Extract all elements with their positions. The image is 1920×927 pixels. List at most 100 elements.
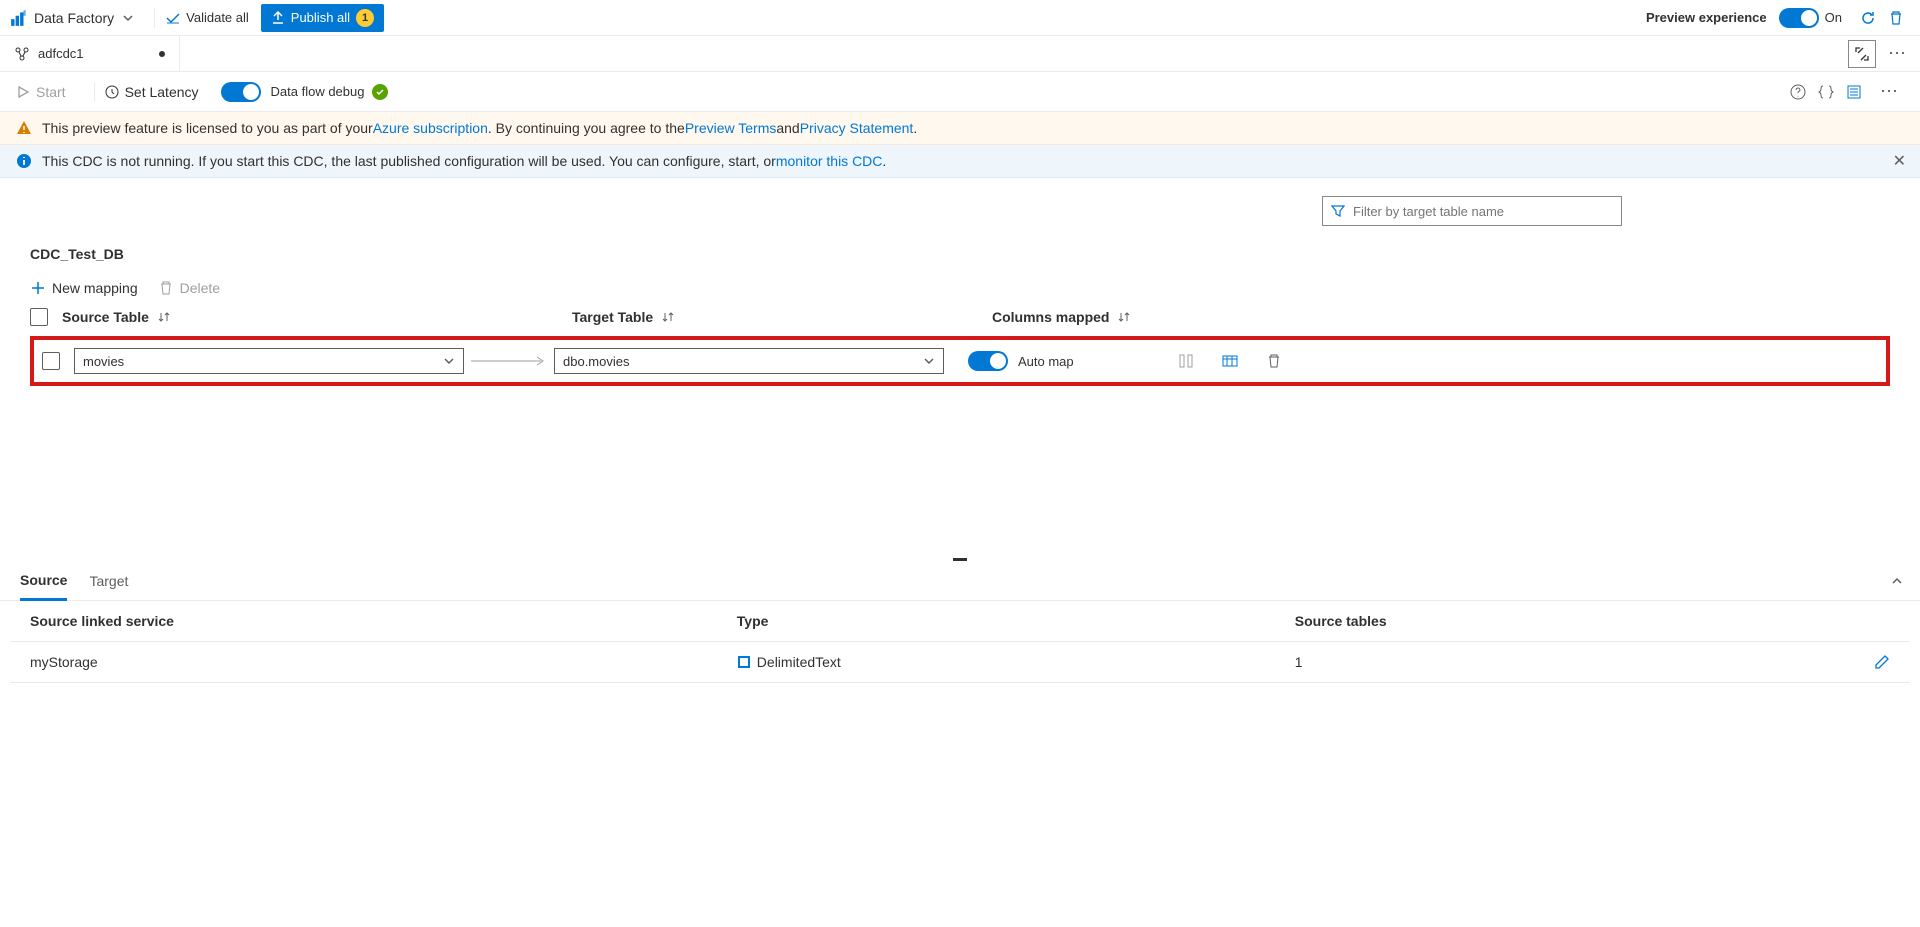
mapping-row: movies dbo.movies Auto map: [30, 336, 1890, 386]
play-icon: [16, 85, 30, 99]
braces-icon[interactable]: [1818, 84, 1834, 100]
info-icon: [16, 153, 32, 169]
new-mapping-button[interactable]: New mapping: [30, 280, 138, 296]
info-text-end: .: [882, 153, 886, 169]
mapping-header: Source Table Target Table Columns mapped: [30, 308, 1890, 326]
publish-label: Publish all: [291, 10, 350, 25]
azure-subscription-link[interactable]: Azure subscription: [373, 120, 488, 136]
header-linked-service: Source linked service: [30, 613, 737, 629]
collapse-panel-icon[interactable]: [1890, 574, 1904, 588]
database-title: CDC_Test_DB: [30, 246, 1890, 262]
preview-experience-label: Preview experience: [1646, 10, 1767, 25]
columns-mapped-header: Columns mapped: [992, 309, 1109, 325]
filter-icon: [1331, 204, 1345, 218]
target-table-dropdown[interactable]: dbo.movies: [554, 348, 944, 374]
debug-toggle[interactable]: [221, 82, 261, 102]
info-text: This CDC is not running. If you start th…: [42, 153, 776, 169]
collapse-button[interactable]: [1848, 40, 1876, 68]
publish-count-badge: 1: [356, 9, 374, 27]
sort-icon[interactable]: [157, 310, 171, 324]
filter-input-wrapper[interactable]: [1322, 196, 1622, 226]
chevron-down-icon: [923, 355, 935, 367]
latency-label: Set Latency: [125, 84, 199, 100]
preview-experience-toggle[interactable]: [1779, 8, 1819, 28]
new-mapping-label: New mapping: [52, 280, 138, 296]
warning-banner: This preview feature is licensed to you …: [0, 112, 1920, 145]
list-icon[interactable]: [1846, 84, 1862, 100]
delete-label: Delete: [180, 280, 220, 296]
warn-text-and: and: [776, 120, 799, 136]
start-label: Start: [36, 84, 66, 100]
source-table: Source linked service Type Source tables…: [0, 601, 1920, 683]
chevron-down-icon[interactable]: [122, 12, 134, 24]
publish-icon: [271, 11, 285, 25]
source-table-dropdown[interactable]: movies: [74, 348, 464, 374]
tab-label: adfcdc1: [38, 46, 84, 61]
toolbar-more-icon[interactable]: ⋯: [1874, 81, 1904, 102]
refresh-icon[interactable]: [1860, 10, 1876, 26]
chevron-down-icon: [443, 355, 455, 367]
collapse-icon: [1855, 47, 1869, 61]
header-source-tables: Source tables: [1295, 613, 1741, 629]
linked-service-value: myStorage: [30, 654, 737, 670]
privacy-statement-link[interactable]: Privacy Statement: [800, 120, 914, 136]
source-value: movies: [83, 354, 124, 369]
toggle-state-label: On: [1825, 10, 1842, 25]
source-table-row: myStorage DelimitedText 1: [10, 642, 1910, 683]
auto-map-label: Auto map: [1018, 354, 1074, 369]
top-toolbar: Data Factory Validate all Publish all 1 …: [0, 0, 1920, 36]
bottom-tabs: Source Target: [0, 562, 1920, 601]
set-latency-button[interactable]: Set Latency: [105, 84, 199, 100]
columns-icon[interactable]: [1178, 353, 1194, 369]
select-all-checkbox[interactable]: [30, 308, 48, 326]
source-table-header-row: Source linked service Type Source tables: [10, 601, 1910, 642]
delete-button[interactable]: Delete: [158, 280, 220, 296]
validate-label: Validate all: [186, 10, 249, 25]
type-value: DelimitedText: [757, 654, 841, 670]
mapping-arrow: [464, 355, 554, 367]
auto-map-toggle[interactable]: [968, 351, 1008, 371]
unsaved-dot-icon: [159, 51, 165, 57]
warn-text-end: .: [913, 120, 917, 136]
preview-terms-link[interactable]: Preview Terms: [685, 120, 777, 136]
preview-data-icon[interactable]: [1222, 353, 1238, 369]
plus-icon: [30, 280, 46, 296]
delete-row-icon[interactable]: [1266, 353, 1282, 369]
close-banner-icon[interactable]: ✕: [1893, 151, 1906, 171]
tab-adfcdc1[interactable]: adfcdc1: [0, 36, 180, 71]
help-icon[interactable]: [1790, 84, 1806, 100]
publish-all-button[interactable]: Publish all 1: [261, 4, 384, 32]
tab-source[interactable]: Source: [20, 562, 67, 601]
cdc-icon: [14, 46, 30, 62]
trash-icon[interactable]: [1888, 10, 1904, 26]
more-menu-icon[interactable]: ⋯: [1882, 43, 1912, 64]
validate-all-button[interactable]: Validate all: [165, 10, 249, 26]
warning-icon: [16, 120, 32, 136]
delete-icon: [158, 280, 174, 296]
debug-status-icon: [372, 84, 388, 100]
target-value: dbo.movies: [563, 354, 629, 369]
debug-label: Data flow debug: [271, 84, 365, 99]
product-label: Data Factory: [34, 10, 114, 26]
header-type: Type: [737, 613, 1295, 629]
clock-icon: [105, 85, 119, 99]
tab-bar: adfcdc1 ⋯: [0, 36, 1920, 72]
sort-icon[interactable]: [661, 310, 675, 324]
cdc-toolbar: Start Set Latency Data flow debug ⋯: [0, 72, 1920, 112]
monitor-cdc-link[interactable]: monitor this CDC: [776, 153, 883, 169]
main-content: CDC_Test_DB New mapping Delete Source Ta…: [0, 178, 1920, 386]
start-button[interactable]: Start: [16, 84, 66, 100]
tab-target[interactable]: Target: [89, 563, 128, 599]
tables-count: 1: [1295, 654, 1741, 670]
edit-icon[interactable]: [1874, 654, 1890, 670]
source-table-header: Source Table: [62, 309, 149, 325]
warn-text-mid: . By continuing you agree to the: [488, 120, 685, 136]
sort-icon[interactable]: [1117, 310, 1131, 324]
data-factory-icon: [10, 9, 28, 27]
warn-text-pre: This preview feature is licensed to you …: [42, 120, 373, 136]
validate-icon: [165, 10, 181, 26]
target-table-header: Target Table: [572, 309, 653, 325]
row-checkbox[interactable]: [42, 352, 60, 370]
filter-input[interactable]: [1353, 204, 1613, 219]
info-banner: This CDC is not running. If you start th…: [0, 145, 1920, 178]
